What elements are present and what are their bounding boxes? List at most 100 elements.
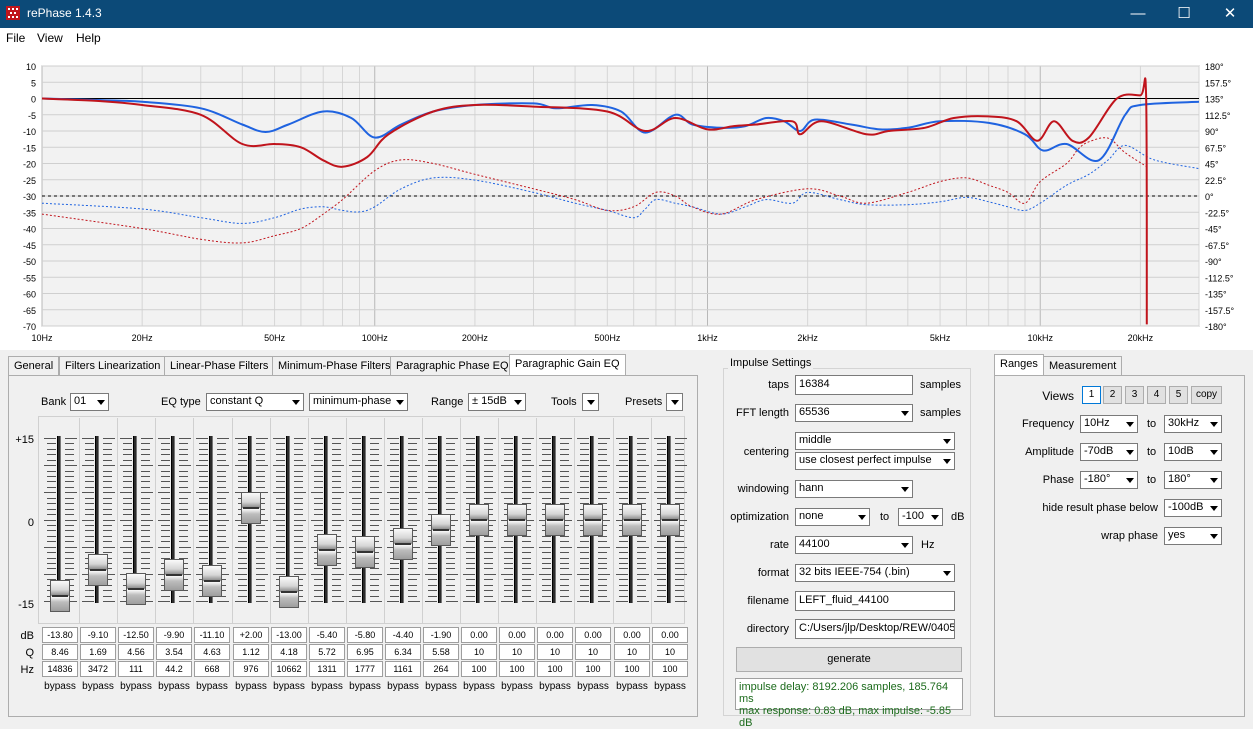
band-hz-field[interactable]: 100 — [499, 661, 535, 677]
band-q-field[interactable]: 1.69 — [80, 644, 116, 660]
band-q-field[interactable]: 10 — [652, 644, 688, 660]
fader-track[interactable] — [171, 436, 175, 603]
fader-knob[interactable] — [355, 536, 375, 568]
fader-knob[interactable] — [88, 554, 108, 586]
taps-input[interactable]: 16384 — [795, 375, 913, 395]
centering-select[interactable]: middle — [795, 432, 955, 450]
band-db-field[interactable]: -5.80 — [347, 627, 383, 643]
range-select[interactable]: ± 15dB — [468, 393, 526, 411]
fader-knob[interactable] — [660, 504, 680, 536]
fader-knob[interactable] — [583, 504, 603, 536]
bypass-button[interactable]: bypass — [539, 681, 571, 692]
band-hz-field[interactable]: 100 — [575, 661, 611, 677]
bypass-button[interactable]: bypass — [577, 681, 609, 692]
phase-mode-select[interactable]: minimum-phase — [309, 393, 408, 411]
fader-track[interactable] — [400, 436, 404, 603]
view-button-3[interactable]: 3 — [1125, 386, 1144, 404]
bypass-button[interactable]: bypass — [158, 681, 190, 692]
band-hz-field[interactable]: 3472 — [80, 661, 116, 677]
fader-knob[interactable] — [469, 504, 489, 536]
band-hz-field[interactable]: 100 — [652, 661, 688, 677]
amplitude-to-select[interactable]: 10dB — [1164, 443, 1222, 461]
response-plot[interactable]: 10 180° 5 157.5° 0 135° -5 112.5° -10 90° -15 67.5°… — [0, 48, 1253, 350]
band-q-field[interactable]: 10 — [461, 644, 497, 660]
band-q-field[interactable]: 6.34 — [385, 644, 421, 660]
view-button-2[interactable]: 2 — [1103, 386, 1122, 404]
filename-input[interactable]: LEFT_fluid_44100 — [795, 591, 955, 611]
tab-minimum-phase-filters[interactable]: Minimum-Phase Filters — [272, 356, 397, 376]
bypass-button[interactable]: bypass — [501, 681, 533, 692]
windowing-select[interactable]: hann — [795, 480, 913, 498]
bypass-button[interactable]: bypass — [616, 681, 648, 692]
bypass-button[interactable]: bypass — [235, 681, 267, 692]
band-q-field[interactable]: 5.58 — [423, 644, 459, 660]
tab-measurement[interactable]: Measurement — [1043, 356, 1123, 376]
bypass-button[interactable]: bypass — [654, 681, 686, 692]
bypass-button[interactable]: bypass — [120, 681, 152, 692]
fader-knob[interactable] — [202, 565, 222, 597]
band-db-field[interactable]: -5.40 — [309, 627, 345, 643]
bypass-button[interactable]: bypass — [387, 681, 419, 692]
band-hz-field[interactable]: 1777 — [347, 661, 383, 677]
band-q-field[interactable]: 10 — [575, 644, 611, 660]
tab-paragraphic-phase-eq[interactable]: Paragraphic Phase EQ — [390, 356, 515, 376]
close-icon[interactable]: ✕ — [1223, 5, 1237, 22]
band-q-field[interactable]: 10 — [499, 644, 535, 660]
fader-knob[interactable] — [164, 559, 184, 591]
band-hz-field[interactable]: 264 — [423, 661, 459, 677]
bypass-button[interactable]: bypass — [82, 681, 114, 692]
band-hz-field[interactable]: 668 — [194, 661, 230, 677]
fader-knob[interactable] — [279, 576, 299, 608]
band-db-field[interactable]: 0.00 — [461, 627, 497, 643]
bypass-button[interactable]: bypass — [425, 681, 457, 692]
tools-menu[interactable] — [582, 393, 599, 411]
band-q-field[interactable]: 1.12 — [233, 644, 269, 660]
tab-filters-linearization[interactable]: Filters Linearization — [59, 356, 167, 376]
fader-track[interactable] — [57, 436, 61, 603]
band-db-field[interactable]: 0.00 — [537, 627, 573, 643]
phase-to-select[interactable]: 180° — [1164, 471, 1222, 489]
menu-file[interactable]: File — [6, 31, 26, 45]
band-db-field[interactable]: 0.00 — [575, 627, 611, 643]
band-hz-field[interactable]: 976 — [233, 661, 269, 677]
fader-track[interactable] — [362, 436, 366, 603]
fader-knob[interactable] — [241, 492, 261, 524]
wrap-phase-select[interactable]: yes — [1164, 527, 1222, 545]
band-q-field[interactable]: 5.72 — [309, 644, 345, 660]
band-hz-field[interactable]: 100 — [537, 661, 573, 677]
fader-knob[interactable] — [50, 580, 70, 612]
bypass-button[interactable]: bypass — [273, 681, 305, 692]
band-q-field[interactable]: 3.54 — [156, 644, 192, 660]
presets-menu[interactable] — [666, 393, 683, 411]
bypass-button[interactable]: bypass — [196, 681, 228, 692]
bypass-button[interactable]: bypass — [44, 681, 76, 692]
fader-track[interactable] — [209, 436, 213, 603]
band-db-field[interactable]: -9.10 — [80, 627, 116, 643]
menu-view[interactable]: View — [37, 31, 63, 45]
generate-button[interactable]: generate — [736, 647, 962, 672]
band-db-field[interactable]: -13.80 — [42, 627, 78, 643]
band-db-field[interactable]: -1.90 — [423, 627, 459, 643]
band-db-field[interactable]: -4.40 — [385, 627, 421, 643]
fader-knob[interactable] — [126, 573, 146, 605]
eq-type-select[interactable]: constant Q — [206, 393, 304, 411]
band-q-field[interactable]: 10 — [614, 644, 650, 660]
format-select[interactable]: 32 bits IEEE-754 (.bin) — [795, 564, 955, 582]
view-button-5[interactable]: 5 — [1169, 386, 1188, 404]
copy-view-button[interactable]: copy — [1191, 386, 1222, 404]
band-hz-field[interactable]: 111 — [118, 661, 154, 677]
view-button-4[interactable]: 4 — [1147, 386, 1166, 404]
fader-track[interactable] — [286, 436, 290, 603]
minimize-icon[interactable]: — — [1130, 5, 1146, 22]
bypass-button[interactable]: bypass — [463, 681, 495, 692]
bypass-button[interactable]: bypass — [349, 681, 381, 692]
tab-paragraphic-gain-eq[interactable]: Paragraphic Gain EQ — [509, 354, 626, 376]
band-hz-field[interactable]: 10662 — [271, 661, 307, 677]
band-db-field[interactable]: 0.00 — [652, 627, 688, 643]
directory-input[interactable]: C:/Users/jlp/Desktop/REW/04052 — [795, 619, 955, 639]
bank-select[interactable]: 01 — [70, 393, 109, 411]
band-hz-field[interactable]: 1161 — [385, 661, 421, 677]
fader-knob[interactable] — [393, 528, 413, 560]
optimization-to-select[interactable]: -100 — [898, 508, 943, 526]
fader-track[interactable] — [324, 436, 328, 603]
